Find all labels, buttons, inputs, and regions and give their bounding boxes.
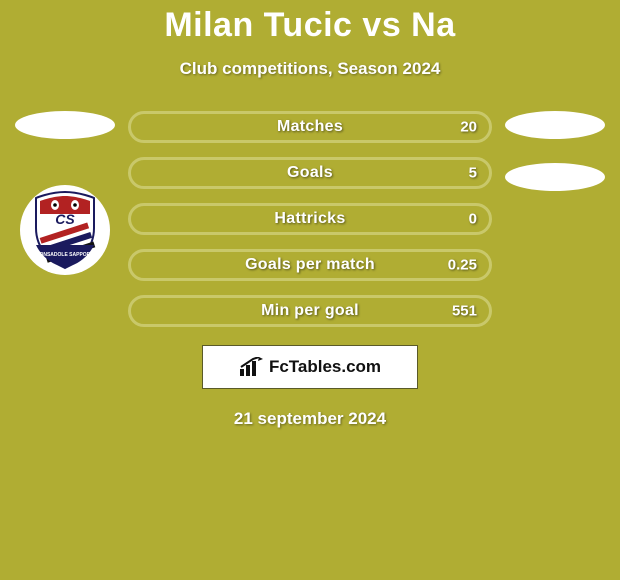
- stat-value: 5: [469, 165, 477, 182]
- stat-label: Goals: [287, 164, 333, 182]
- stat-value: 551: [452, 303, 477, 320]
- page-title: Milan Tucic vs Na: [0, 0, 620, 45]
- date-text: 21 september 2024: [0, 409, 620, 429]
- stat-label: Hattricks: [274, 210, 345, 228]
- svg-text:CONSADOLE SAPPORO: CONSADOLE SAPPORO: [36, 252, 94, 258]
- infographic-container: Milan Tucic vs Na Club competitions, Sea…: [0, 0, 620, 580]
- right-placeholder-ellipse-1: [505, 111, 605, 139]
- subtitle: Club competitions, Season 2024: [0, 59, 620, 79]
- stat-bar-min-per-goal: Min per goal 551: [128, 295, 492, 327]
- stat-value: 0.25: [448, 257, 477, 274]
- chart-icon: [239, 357, 263, 377]
- stat-bar-goals: Goals 5: [128, 157, 492, 189]
- svg-text:CS: CS: [55, 211, 75, 227]
- stat-value: 0: [469, 211, 477, 228]
- stat-bar-hattricks: Hattricks 0: [128, 203, 492, 235]
- stats-column: Matches 20 Goals 5 Hattricks 0 Goals per…: [120, 111, 500, 327]
- stat-label: Goals per match: [245, 256, 375, 274]
- right-column: [500, 111, 610, 327]
- left-column: CS CONSADOLE SAPPORO: [10, 111, 120, 327]
- stat-bar-matches: Matches 20: [128, 111, 492, 143]
- brand-band: FcTables.com: [202, 345, 418, 389]
- content-row: CS CONSADOLE SAPPORO Matches 20 Goals: [0, 111, 620, 327]
- stat-label: Min per goal: [261, 302, 359, 320]
- club-badge-left: CS CONSADOLE SAPPORO: [20, 185, 110, 275]
- stat-bar-goals-per-match: Goals per match 0.25: [128, 249, 492, 281]
- brand-text: FcTables.com: [269, 357, 381, 377]
- right-placeholder-ellipse-2: [505, 163, 605, 191]
- stat-label: Matches: [277, 118, 343, 136]
- stat-value: 20: [460, 119, 477, 136]
- consadole-sapporo-badge-icon: CS CONSADOLE SAPPORO: [30, 190, 100, 270]
- left-placeholder-ellipse: [15, 111, 115, 139]
